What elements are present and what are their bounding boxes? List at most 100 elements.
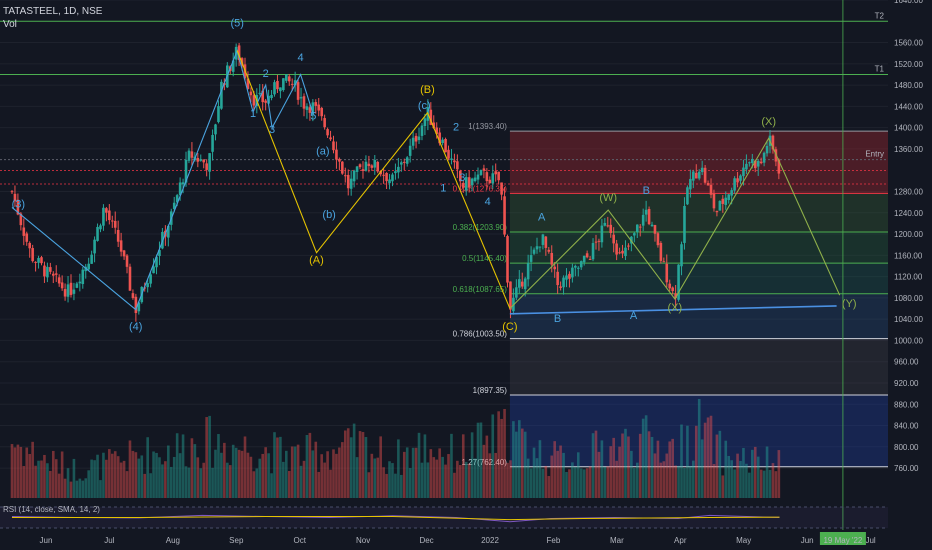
symbol-header[interactable]: TATASTEEL, 1D, NSE xyxy=(3,6,106,17)
volume-bar xyxy=(199,468,203,498)
candle-body xyxy=(155,256,158,268)
candle-body xyxy=(202,159,206,163)
volume-bar xyxy=(90,459,93,498)
fib-label: 0.786(1003.50) xyxy=(453,330,508,339)
candle-body xyxy=(108,210,111,221)
candle-body xyxy=(246,78,250,89)
volume-bar xyxy=(181,434,185,498)
volume-bar xyxy=(771,463,775,498)
candle-body xyxy=(49,267,52,272)
volume-bar xyxy=(565,471,568,498)
volume-bar xyxy=(709,415,713,498)
volume-bar xyxy=(46,463,49,498)
volume-bar xyxy=(10,444,14,498)
volume-bar xyxy=(264,447,267,498)
volume-bar xyxy=(25,447,29,498)
volume-bar xyxy=(237,449,241,498)
volume-bar xyxy=(108,449,111,498)
volume-bar xyxy=(249,456,253,498)
candle-body xyxy=(721,198,725,204)
volume-bar xyxy=(128,440,132,498)
volume-bar xyxy=(742,447,745,498)
candle-body xyxy=(692,171,695,181)
price-tick: 960.00 xyxy=(894,358,919,367)
volume-bar xyxy=(69,481,73,498)
candle-body xyxy=(756,160,760,167)
candle-body xyxy=(391,174,394,182)
candle-body xyxy=(450,158,453,160)
price-tick: 1120.00 xyxy=(894,273,923,282)
candle-body xyxy=(739,175,742,181)
volume-bar xyxy=(175,433,179,498)
price-tick: 1280.00 xyxy=(894,187,923,196)
candle-body xyxy=(99,225,102,230)
candle-body xyxy=(550,252,554,265)
candle-body xyxy=(429,109,433,125)
candle-body xyxy=(621,250,624,254)
volume-bar xyxy=(724,440,728,498)
candle-body xyxy=(311,102,315,115)
candle-body xyxy=(432,122,436,129)
price-axis[interactable]: 1640.00 1560.00 1520.00 1480.00 1440.00 1400.… xyxy=(888,0,932,550)
candle-body xyxy=(184,159,188,183)
candle-body xyxy=(733,178,736,191)
candle-body xyxy=(102,207,105,226)
price-tick: 1360.00 xyxy=(894,145,923,154)
wave-label: 4 xyxy=(485,196,491,208)
candle-body xyxy=(662,261,666,263)
candle-body xyxy=(178,182,182,195)
candle-body xyxy=(641,214,645,226)
volume-bar xyxy=(520,428,524,498)
candle-body xyxy=(541,234,545,245)
volume-bar xyxy=(169,466,173,498)
candle-body xyxy=(57,277,61,284)
symbol-title[interactable]: TATASTEEL, 1D, NSE xyxy=(3,6,103,17)
wxy-wave-line xyxy=(509,137,841,309)
volume-bar xyxy=(93,460,96,498)
volume-bar xyxy=(54,459,58,498)
candle-body xyxy=(529,255,533,262)
volume-bar xyxy=(488,453,492,498)
volume-label[interactable]: Vol xyxy=(3,19,17,30)
volume-header[interactable]: Vol xyxy=(3,19,21,30)
candle-body xyxy=(400,162,403,165)
candle-body xyxy=(585,253,589,258)
volume-bar xyxy=(647,431,651,498)
candle-body xyxy=(753,160,757,169)
wave-label: A xyxy=(630,310,638,322)
candle-body xyxy=(43,265,46,277)
candle-body xyxy=(603,222,607,226)
volume-bar xyxy=(140,455,144,498)
volume-bar xyxy=(43,454,46,498)
candle-body xyxy=(724,197,728,205)
volume-bar xyxy=(638,433,642,498)
candle-body xyxy=(326,129,329,136)
candle-body xyxy=(467,177,471,188)
volume-bar xyxy=(727,456,731,498)
volume-bar xyxy=(338,447,341,498)
candle-body xyxy=(420,125,424,136)
wave-label: (5) xyxy=(230,18,243,30)
volume-bar xyxy=(630,450,633,498)
candle-body xyxy=(385,172,388,182)
volume-bar xyxy=(113,451,117,498)
time-axis[interactable]: Jun Jul Aug Sep Oct Nov Dec 2022 Feb Mar Apr May Jun… xyxy=(0,531,888,550)
candle-body xyxy=(81,269,85,285)
fib-label: 0.382(1203.90) xyxy=(453,223,508,232)
rsi-label[interactable]: RSI (14, close, SMA, 14, 2) xyxy=(3,505,100,514)
candle-body xyxy=(296,82,300,100)
volume-bar xyxy=(134,452,138,498)
volume-bar xyxy=(155,452,158,498)
volume-bar xyxy=(231,444,235,498)
candle-body xyxy=(181,182,185,185)
support-trendline xyxy=(509,305,837,315)
volume-bar xyxy=(326,451,329,498)
candle-body xyxy=(105,208,108,213)
volume-bar xyxy=(205,417,208,498)
volume-bar xyxy=(343,430,347,498)
volume-bar xyxy=(659,462,663,498)
wave-label: 2 xyxy=(263,68,269,80)
candle-body xyxy=(694,172,698,179)
volume-bar xyxy=(370,453,374,498)
